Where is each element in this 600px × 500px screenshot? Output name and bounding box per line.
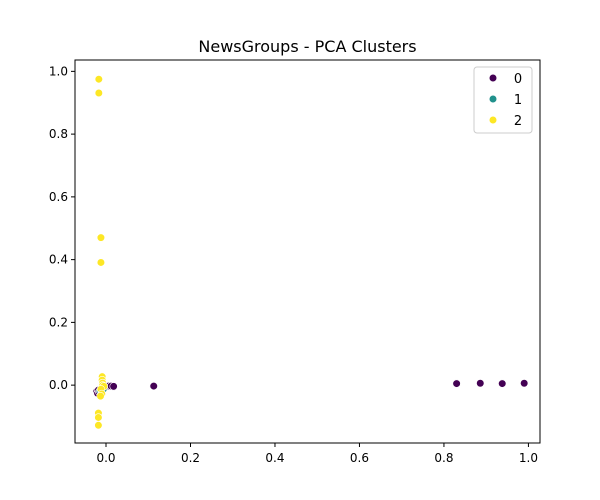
x-tick-label: 0.2 [181, 451, 200, 465]
y-tick-label: 0.0 [49, 378, 68, 392]
data-point-cluster-2 [94, 88, 103, 98]
data-point-cluster-2 [94, 421, 103, 430]
data-points [92, 75, 529, 430]
legend-label-1: 1 [514, 93, 522, 108]
y-tick-label: 1.0 [49, 64, 68, 78]
x-tick-label: 0.0 [96, 451, 115, 465]
data-point-cluster-0 [520, 379, 529, 388]
legend-label-0: 0 [514, 72, 522, 87]
legend-marker-0 [488, 73, 498, 83]
y-tick-label: 0.6 [49, 190, 68, 204]
data-point-cluster-0 [109, 382, 118, 391]
y-tick-label: 0.4 [49, 253, 68, 267]
legend-box [473, 66, 533, 134]
data-point-cluster-0 [476, 379, 485, 388]
legend-marker-2 [488, 115, 498, 125]
y-tick-label: 0.8 [49, 127, 68, 141]
data-point-cluster-0 [452, 379, 461, 388]
x-tick-label: 0.4 [265, 451, 284, 465]
plot-area-frame [74, 59, 541, 444]
data-point-cluster-2 [96, 233, 106, 242]
data-point-cluster-2 [96, 258, 106, 267]
x-tick-label: 1.0 [519, 451, 538, 465]
legend-label-2: 2 [514, 114, 522, 129]
data-point-cluster-0 [498, 379, 507, 388]
y-tick-label: 0.2 [49, 315, 68, 329]
data-point-cluster-2 [96, 392, 105, 401]
legend: 0 1 2 [473, 66, 533, 134]
legend-marker-1 [488, 94, 498, 104]
data-point-cluster-2 [94, 413, 103, 422]
x-tick-label: 0.6 [350, 451, 369, 465]
data-point-cluster-2 [94, 75, 103, 84]
axis-ticks: 0.0 0.2 0.4 0.6 0.8 1.0 0.0 0.2 0.4 0.6 0.8 1.0 [49, 64, 538, 465]
chart-title: NewsGroups - PCA Clusters [198, 37, 416, 56]
x-tick-label: 0.8 [434, 451, 453, 465]
data-point-cluster-0 [149, 381, 158, 391]
